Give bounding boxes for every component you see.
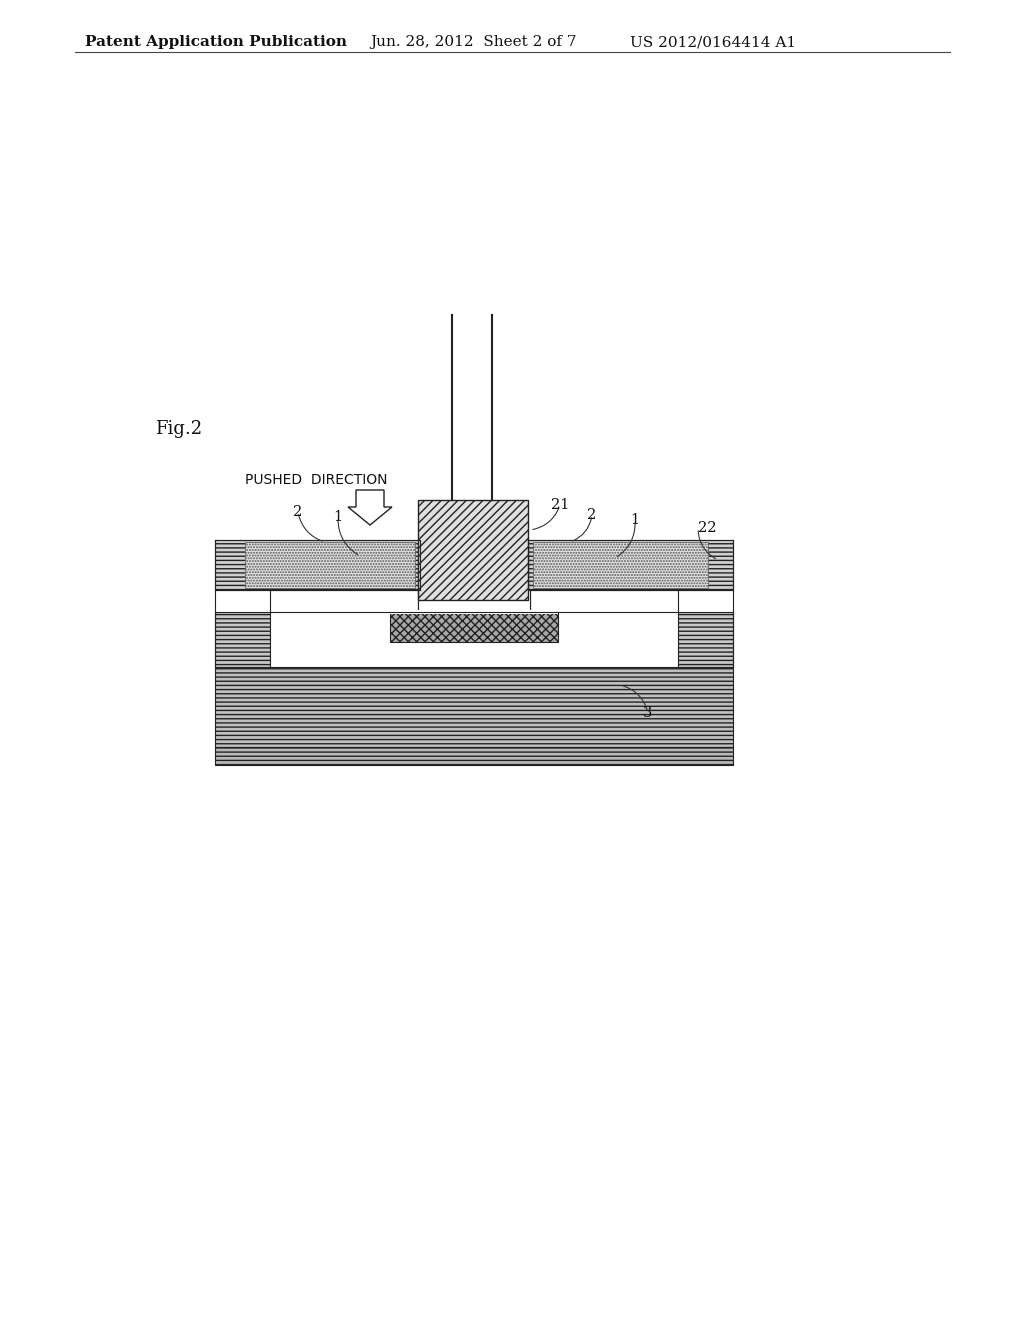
Text: PUSHED  DIRECTION: PUSHED DIRECTION: [245, 473, 387, 487]
Bar: [215, 747, 733, 766]
Bar: [530, 590, 678, 612]
Bar: [215, 540, 420, 590]
Text: US 2012/0164414 A1: US 2012/0164414 A1: [630, 36, 796, 49]
Bar: [245, 543, 415, 587]
Bar: [390, 612, 558, 642]
Bar: [215, 612, 270, 667]
Polygon shape: [348, 490, 392, 525]
Bar: [390, 610, 558, 614]
Bar: [678, 612, 733, 667]
Bar: [418, 500, 528, 601]
Text: 1: 1: [631, 513, 640, 527]
Text: 1: 1: [334, 510, 343, 524]
Text: 22: 22: [698, 521, 717, 535]
Bar: [534, 543, 708, 587]
Text: Jun. 28, 2012  Sheet 2 of 7: Jun. 28, 2012 Sheet 2 of 7: [370, 36, 577, 49]
Text: 2: 2: [293, 506, 303, 519]
Bar: [528, 540, 733, 590]
Text: Patent Application Publication: Patent Application Publication: [85, 36, 347, 49]
Text: Fig.2: Fig.2: [155, 420, 202, 438]
Bar: [418, 590, 530, 612]
Text: 3: 3: [643, 706, 652, 719]
Bar: [215, 667, 733, 747]
Text: 21: 21: [551, 498, 569, 512]
Text: 2: 2: [588, 508, 597, 521]
Bar: [270, 590, 418, 612]
